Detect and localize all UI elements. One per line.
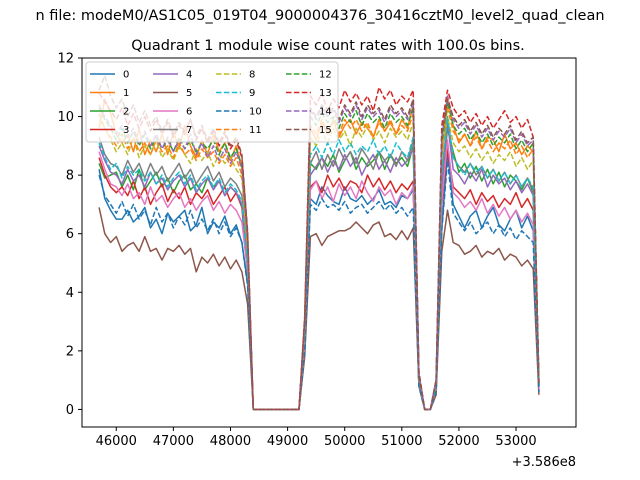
series-line-3 (98, 148, 540, 411)
legend-label-14: 14 (319, 107, 332, 118)
x-axis: 46000 47000 48000 49000 50000 51000 52000 53000 (96, 427, 537, 449)
y-axis: 0 2 4 6 8 10 12 (57, 52, 82, 418)
x-tick-label: 48000 (210, 434, 251, 449)
x-tick-label: 46000 (96, 434, 137, 449)
series-line-6 (98, 139, 540, 411)
legend-label-5: 5 (186, 88, 192, 99)
x-tick-label: 53000 (495, 434, 536, 449)
plot-frame (81, 57, 577, 428)
legend-label-3: 3 (123, 125, 129, 136)
legend-label-7: 7 (186, 125, 192, 136)
y-tick-label: 10 (57, 110, 74, 125)
legend-label-15: 15 (319, 125, 332, 136)
y-tick-label: 0 (66, 403, 74, 418)
x-tick-label: 50000 (324, 434, 365, 449)
y-tick-label: 4 (66, 286, 74, 301)
series-line-7 (98, 118, 540, 411)
legend-label-12: 12 (319, 70, 332, 81)
legend-label-0: 0 (123, 70, 129, 81)
y-tick-label: 6 (66, 227, 74, 242)
series-line-10 (98, 159, 540, 411)
legend-label-2: 2 (123, 107, 129, 118)
legend-label-11: 11 (249, 125, 262, 136)
x-tick-label: 51000 (381, 434, 422, 449)
series-line-5 (98, 207, 540, 411)
legend-box (85, 61, 339, 143)
x-tick-label: 49000 (267, 434, 308, 449)
series-line-9 (98, 115, 540, 411)
chart-suptitle: n file: modeM0/AS1C05_019T04_9000004376_… (35, 8, 604, 24)
legend-label-4: 4 (186, 70, 192, 81)
chart-title: Quadrant 1 module wise count rates with … (131, 38, 525, 54)
legend-label-6: 6 (186, 107, 192, 118)
y-tick-label: 8 (66, 169, 74, 184)
legend-label-8: 8 (249, 70, 255, 81)
series-line-0 (98, 150, 540, 411)
legend-label-10: 10 (249, 107, 262, 118)
x-tick-label: 47000 (153, 434, 194, 449)
legend-label-13: 13 (319, 88, 332, 99)
y-tick-label: 2 (66, 344, 74, 359)
legend-label-9: 9 (249, 88, 255, 99)
x-axis-offset-text: +3.586e8 (512, 455, 576, 470)
legend-label-1: 1 (123, 88, 129, 99)
x-tick-label: 52000 (438, 434, 479, 449)
y-tick-label: 12 (57, 52, 74, 67)
